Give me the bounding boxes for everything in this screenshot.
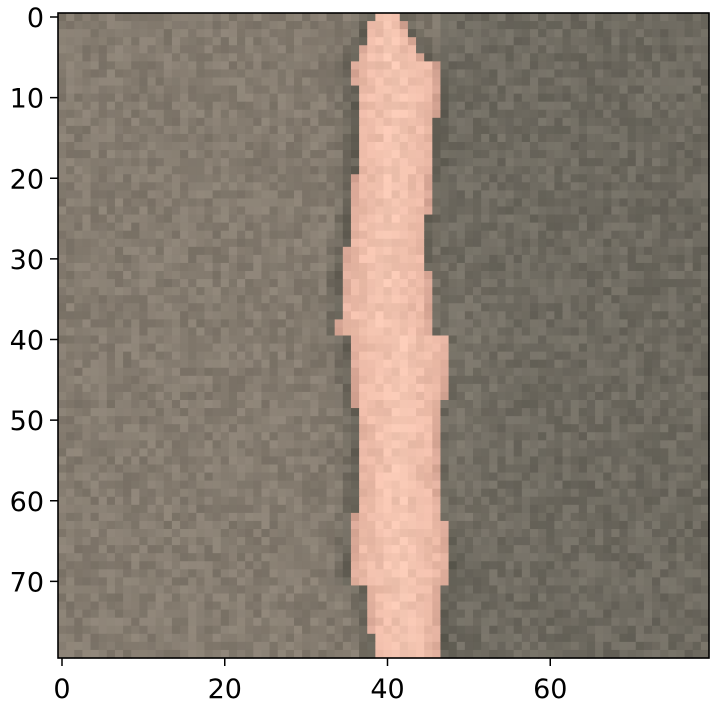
y-tick-label: 0 [27, 3, 44, 34]
y-tick-label: 50 [10, 406, 44, 437]
y-tick-label: 60 [10, 487, 44, 518]
y-tick-label: 20 [10, 164, 44, 195]
y-axis: 0 10 20 30 40 50 60 70 [10, 3, 58, 598]
x-tick-label: 60 [533, 674, 567, 704]
x-tick-label: 40 [370, 674, 404, 704]
y-tick-label: 70 [10, 567, 44, 598]
pixel-image [58, 13, 710, 659]
x-tick-label: 20 [208, 674, 242, 704]
x-tick-label: 0 [53, 674, 70, 704]
x-axis: 0 20 40 60 [53, 658, 567, 704]
y-tick-label: 10 [10, 84, 44, 115]
axes-frame [57, 12, 710, 659]
y-tick-label: 30 [10, 245, 44, 276]
y-tick-label: 40 [10, 326, 44, 357]
